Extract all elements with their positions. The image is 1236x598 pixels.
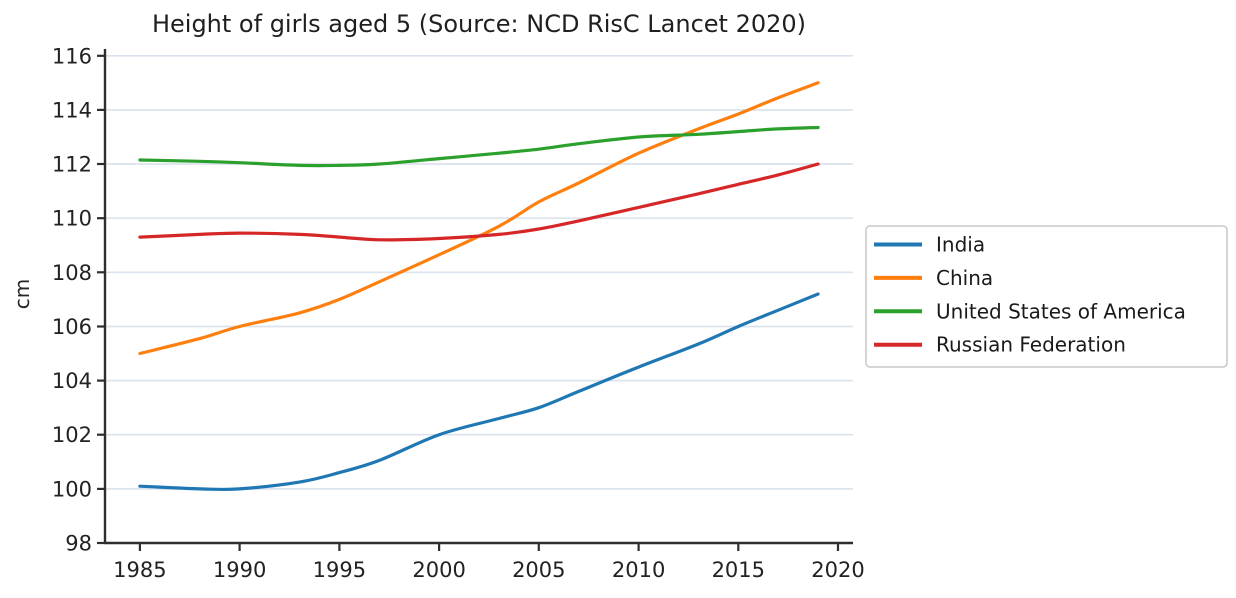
legend-label: India [936,233,985,257]
chart-title: Height of girls aged 5 (Source: NCD RisC… [151,10,807,38]
y-tick-label: 112 [52,153,92,177]
x-tick-label: 2000 [412,558,465,582]
y-tick-label: 98 [65,532,92,556]
x-tick-label: 1985 [113,558,166,582]
legend-item-china: China [874,266,993,290]
legend-label: China [936,266,993,290]
x-tick-label: 2010 [612,558,665,582]
y-tick-label: 106 [52,315,92,339]
x-tick-label: 2015 [712,558,765,582]
y-tick-label: 104 [52,369,92,393]
legend-label: Russian Federation [936,333,1126,357]
y-tick-label: 100 [52,477,92,501]
y-tick-label: 110 [52,207,92,231]
series-line-russian-federation [138,162,820,242]
legend-item-united-states-of-america: United States of America [874,299,1186,323]
y-tick-label: 116 [52,44,92,68]
y-tick-label: 102 [52,423,92,447]
legend-item-india: India [874,233,985,257]
legend: India China United States of America Russia… [865,225,1228,368]
x-tick-label: 1990 [213,558,266,582]
y-tick-label: 108 [52,261,92,285]
series-line-united-states-of-america [138,125,820,168]
legend-label: United States of America [936,299,1186,323]
series-line-china [138,81,820,356]
legend-box [865,225,1228,368]
x-tick-label: 2020 [811,558,864,582]
x-tick-label: 2005 [512,558,565,582]
x-tick-label: 1995 [313,558,366,582]
series-line-india [138,292,820,492]
legend-item-russian-federation: Russian Federation [874,333,1126,357]
y-tick-label: 114 [52,98,92,122]
